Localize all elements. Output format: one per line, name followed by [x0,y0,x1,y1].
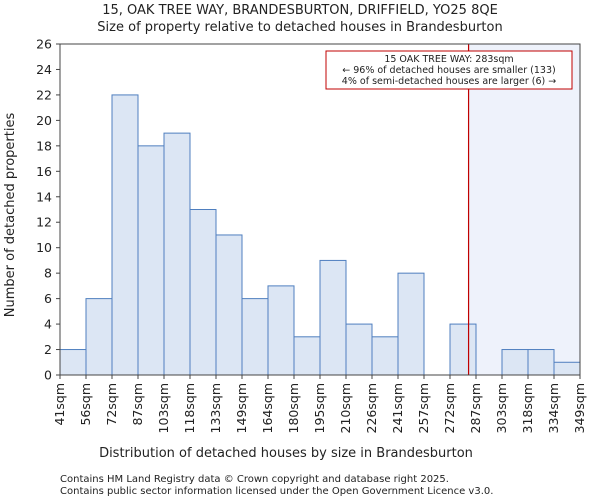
y-tick-label: 8 [44,266,52,281]
y-tick-label: 4 [44,317,52,332]
x-tick-label: 195sqm [312,383,327,433]
x-tick-label: 118sqm [182,383,197,433]
x-axis-label: Distribution of detached houses by size … [99,446,473,461]
y-tick-label: 16 [36,164,52,179]
x-tick-label: 56sqm [78,383,93,426]
histogram-bar [111,94,139,376]
y-tick-label: 0 [44,368,52,383]
chart-subtitle: Size of property relative to detached ho… [97,20,502,35]
x-tick-label: 133sqm [208,383,223,433]
histogram-bar [553,361,581,376]
histogram-bar [163,132,191,376]
histogram-bar [397,272,425,376]
histogram-bar [267,285,295,376]
y-tick-label: 12 [36,215,52,230]
histogram-bar [319,259,347,376]
x-tick-label: 257sqm [416,383,431,433]
y-tick-label: 20 [36,113,52,128]
y-tick-label: 14 [36,189,52,204]
histogram-bar [345,323,373,376]
histogram-bar [241,298,269,376]
histogram-bar [501,349,529,376]
chart-title: 15, OAK TREE WAY, BRANDESBURTON, DRIFFIE… [102,3,498,18]
x-tick-label: 72sqm [104,383,119,426]
footer-line-2: Contains public sector information licen… [60,486,493,497]
x-tick-label: 272sqm [442,383,457,433]
x-tick-label: 103sqm [156,383,171,433]
histogram-bar [59,349,87,376]
x-tick-label: 164sqm [260,383,275,433]
x-tick-label: 149sqm [234,383,249,433]
annotation-line-3: 4% of semi-detached houses are larger (6… [342,76,556,87]
histogram-bar [527,349,555,376]
x-tick-label: 241sqm [390,383,405,433]
y-tick-label: 26 [36,37,52,52]
histogram-bar [189,209,217,376]
larger-region-shade [468,44,580,375]
x-tick-label: 210sqm [338,383,353,433]
footer-line-1: Contains HM Land Registry data © Crown c… [60,474,449,485]
y-tick-label: 24 [36,62,52,77]
bars-group [59,94,581,376]
histogram-bar [85,298,113,376]
annotation-box [325,50,573,90]
x-tick-label: 303sqm [494,383,509,433]
x-tick-label: 41sqm [52,383,67,426]
x-tick-label: 334sqm [546,383,561,433]
histogram-bar [371,336,399,376]
annotation-line-1: 15 OAK TREE WAY: 283sqm [384,54,513,65]
x-tick-label: 87sqm [130,383,145,426]
x-tick-label: 349sqm [572,383,587,433]
x-axis-ticks: 41sqm 56sqm 72sqm 87sqm 103sqm 118sqm 133sqm 14… [52,375,587,433]
y-axis-label: Number of detached properties [3,113,18,318]
x-tick-label: 318sqm [520,383,535,433]
histogram-bar [137,145,165,376]
histogram-bar [293,336,321,376]
x-tick-label: 287sqm [468,383,483,433]
histogram-bar [215,234,243,376]
x-tick-label: 180sqm [286,383,301,433]
y-tick-label: 2 [44,342,52,357]
y-tick-label: 22 [36,87,52,102]
annotation-line-2: ← 96% of detached houses are smaller (13… [342,65,555,76]
y-tick-label: 10 [36,240,52,255]
y-tick-label: 18 [36,138,52,153]
histogram-bar [449,323,477,376]
y-tick-label: 6 [44,291,52,306]
x-tick-label: 226sqm [364,383,379,433]
